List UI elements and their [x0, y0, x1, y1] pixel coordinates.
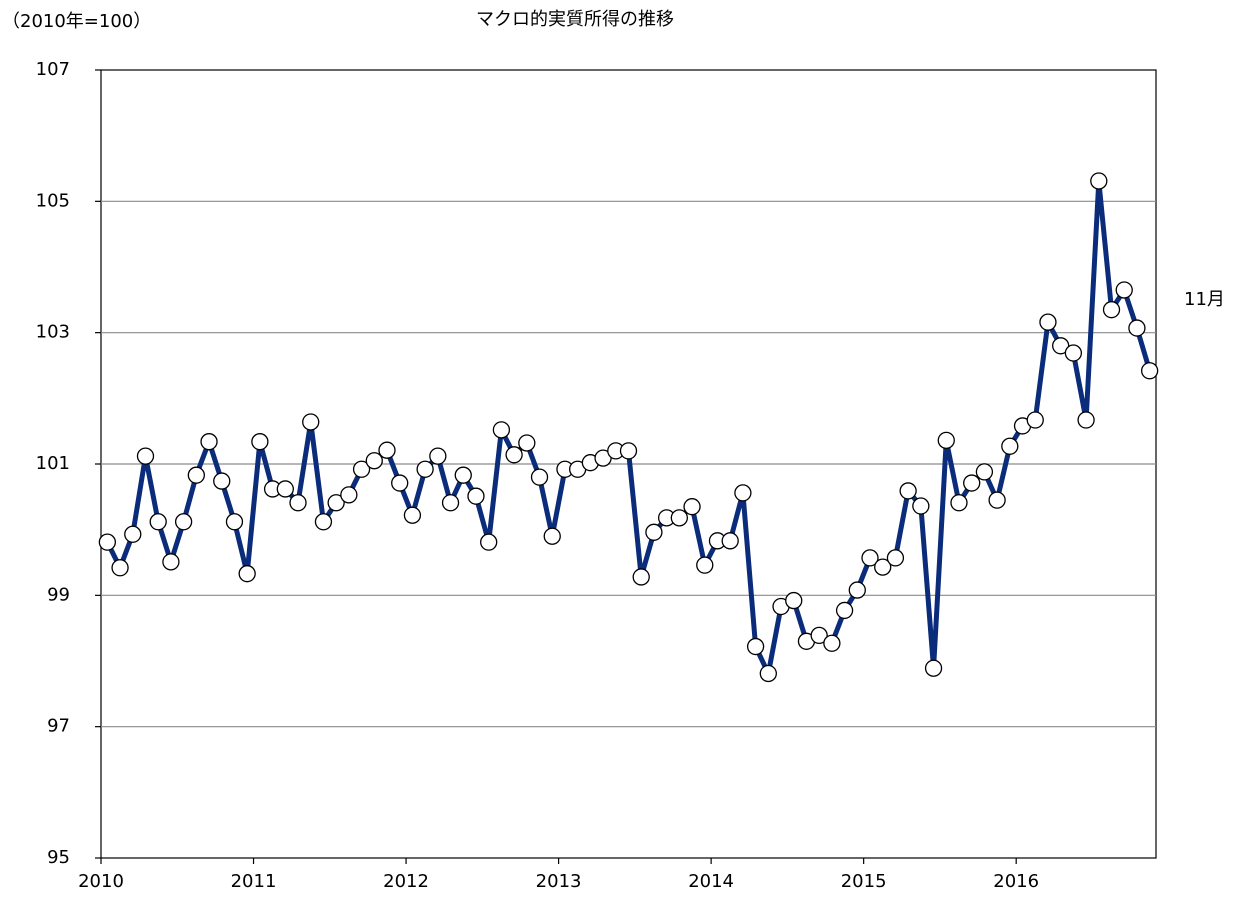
- data-point: [848, 581, 866, 599]
- data-point: [492, 421, 511, 439]
- data-point: [734, 484, 752, 502]
- x-tick-label: 2013: [536, 871, 582, 892]
- data-point: [480, 533, 498, 551]
- data-point: [302, 413, 320, 431]
- data-point: [785, 591, 803, 610]
- data-point: [950, 494, 968, 512]
- data-point: [530, 468, 549, 486]
- annotation: 11月: [1184, 289, 1225, 310]
- data-point: [1140, 362, 1159, 380]
- data-point: [187, 466, 205, 484]
- data-point: [1102, 301, 1121, 319]
- data-point: [238, 565, 256, 583]
- data-point: [111, 559, 129, 577]
- y-tick-label: 107: [36, 59, 70, 80]
- data-point: [975, 463, 994, 481]
- data-point: [1039, 313, 1057, 331]
- data-point: [670, 509, 688, 527]
- x-tick-label: 2015: [841, 871, 887, 892]
- data-point: [429, 447, 447, 465]
- data-point: [174, 513, 193, 531]
- data-line: [105, 178, 1153, 676]
- data-point: [441, 494, 460, 512]
- data-point: [403, 506, 422, 524]
- data-point: [823, 634, 841, 652]
- data-point: [378, 441, 396, 459]
- data-point: [899, 482, 917, 500]
- data-point: [645, 523, 663, 541]
- x-tick-label: 2016: [993, 871, 1039, 892]
- data-point: [1090, 172, 1108, 190]
- y-tick-label: 105: [36, 190, 70, 211]
- data-point: [721, 532, 739, 550]
- y-tick-label: 95: [47, 847, 70, 868]
- data-point: [759, 664, 777, 683]
- data-point: [632, 568, 650, 586]
- data-point: [416, 460, 434, 478]
- data-point: [391, 474, 409, 492]
- data-point: [289, 494, 307, 512]
- data-point: [746, 637, 765, 656]
- data-point: [162, 553, 180, 571]
- data-point: [124, 525, 142, 543]
- data-point: [963, 474, 981, 492]
- data-point: [874, 558, 892, 576]
- data-point: [1077, 411, 1095, 429]
- data-point: [1026, 411, 1044, 429]
- data-point: [225, 513, 244, 531]
- data-point: [835, 601, 854, 620]
- data-point: [251, 433, 269, 451]
- data-point: [352, 460, 371, 478]
- data-point: [276, 480, 294, 498]
- data-point: [937, 431, 955, 450]
- data-point: [1001, 437, 1019, 455]
- data-point: [543, 527, 561, 545]
- data-point: [924, 659, 943, 677]
- x-tick-label: 2014: [688, 871, 734, 892]
- y-tick-label: 103: [36, 322, 70, 343]
- data-point: [988, 491, 1006, 509]
- data-point: [200, 433, 218, 451]
- data-point: [327, 494, 345, 512]
- data-point: [98, 533, 117, 551]
- data-point: [149, 513, 167, 531]
- data-point: [314, 513, 333, 531]
- x-tick-label: 2010: [78, 871, 124, 892]
- x-tick-label: 2012: [383, 871, 429, 892]
- data-point: [518, 434, 536, 452]
- x-tick-label: 2011: [231, 871, 277, 892]
- data-point: [213, 472, 231, 490]
- data-point: [454, 466, 472, 484]
- data-point: [861, 549, 879, 567]
- y-tick-label: 97: [47, 716, 70, 737]
- y-tick-label: 99: [47, 584, 70, 605]
- data-point: [683, 498, 701, 516]
- data-point: [810, 626, 828, 645]
- data-point: [365, 452, 383, 470]
- data-point: [886, 549, 905, 567]
- y-unit-label: （2010年=100）: [2, 11, 151, 32]
- data-point: [1115, 281, 1133, 299]
- data-point: [505, 446, 523, 464]
- data-point: [912, 497, 930, 515]
- data-point: [1064, 344, 1083, 362]
- data-point: [136, 447, 155, 465]
- chart-title: マクロ的実質所得の推移: [476, 9, 674, 30]
- y-tick-label: 101: [36, 453, 70, 474]
- data-point: [696, 556, 714, 574]
- data-point: [340, 486, 358, 504]
- data-point: [467, 487, 485, 505]
- data-point: [619, 442, 638, 460]
- data-point: [1128, 319, 1146, 337]
